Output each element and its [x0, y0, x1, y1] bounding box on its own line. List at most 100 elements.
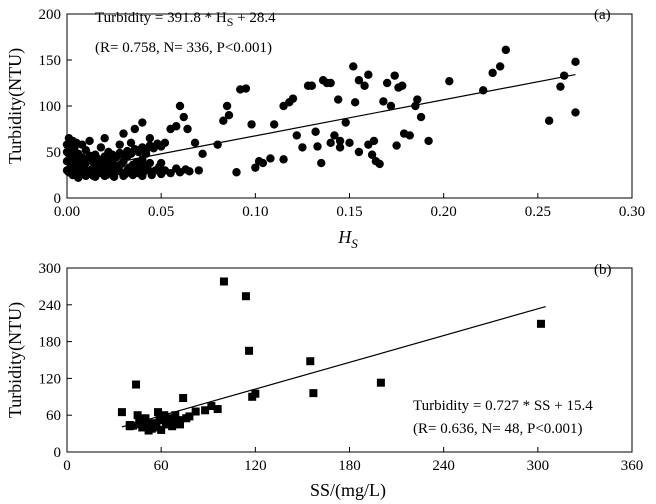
panel-a-fit-line: [66, 73, 576, 173]
panel-a-data-point: [317, 158, 326, 168]
panel-b-data-point: [166, 414, 175, 423]
panel-a-data-point: [160, 138, 170, 147]
panel-b-data-point: [168, 422, 177, 431]
panel-b-xtick-label: 300: [527, 458, 550, 474]
panel-a-xtick-label: 0.30: [619, 204, 645, 220]
panel-a-data-point: [307, 81, 317, 90]
panel-a-ticks: 0.00 0.05 0.10 0.15 0.20 0.25 0.30 0 50 100 150 200: [39, 7, 646, 220]
panel-a-data-point: [398, 81, 407, 90]
panel-a-data-point: [115, 140, 124, 149]
panel-b-data-point: [309, 389, 318, 398]
panel-b-stats: (R= 0.636, N= 48, P<0.001): [413, 421, 583, 437]
panel-b-ytick-label: 0: [54, 445, 62, 461]
panel-b-xtick-label: 0: [63, 458, 71, 474]
panel-a-data-point: [156, 158, 166, 168]
panel-b-data-point: [117, 408, 126, 417]
panel-a-xlabel: HS: [337, 227, 358, 251]
panel-a-data-point: [345, 138, 354, 147]
panel-a-data-point: [360, 81, 369, 90]
panel-a-data-point: [411, 101, 420, 111]
panel-a-data-point: [560, 71, 569, 80]
panel-b-data-point: [161, 420, 170, 429]
panel-a-data-point: [100, 171, 109, 181]
panel-a-data-point: [194, 166, 204, 175]
panel-b-xtick-label: 240: [432, 458, 455, 474]
panel-a-xtick-label: 0.10: [242, 204, 268, 220]
panel-b-data-point: [176, 420, 184, 429]
panel-a-data-point: [224, 111, 234, 120]
panel-a-data-point: [544, 116, 554, 125]
panel-a-data-point: [571, 57, 580, 67]
panel-b-ytick-label: 60: [46, 408, 61, 424]
panel-a-data-point: [241, 84, 251, 93]
panel-a-data-point: [145, 158, 155, 168]
panel-b-data-point: [146, 423, 155, 432]
panel-a-data-point: [138, 118, 147, 127]
panel-a-data-point: [179, 112, 188, 122]
panel-a-ytick-label: 50: [46, 145, 61, 161]
panel-b-data-point: [376, 378, 385, 387]
panel-a-data-point: [138, 171, 147, 181]
panel-b-xtick-label: 180: [338, 458, 361, 474]
panel-a-ytick-label: 100: [39, 99, 62, 115]
panel-a-data-point: [367, 150, 377, 159]
panel-a-ylabel: Turbidity(NTU): [5, 48, 26, 164]
panel-a-ytick-label: 200: [39, 7, 62, 23]
panel-a-data-point: [145, 134, 155, 143]
panel-a-data-point: [100, 134, 109, 143]
panel-a-data-point: [266, 154, 275, 163]
panel-a-data-point: [390, 71, 399, 80]
panel-a-data-point: [501, 45, 511, 55]
panel-b-points: [117, 277, 545, 435]
panel-a-xtick-label: 0.05: [148, 204, 174, 220]
panel-a-data-point: [175, 101, 185, 111]
panel-b-data-point: [158, 412, 167, 421]
panel-b-data-point: [174, 416, 183, 425]
panel-b-data-point: [133, 411, 142, 420]
panel-a-data-point: [81, 171, 91, 181]
panel-b: 0 60 120 180 240 300 360 0 60 120 180 240 300 (b) Tu…: [5, 261, 643, 501]
panel-b-data-point: [171, 411, 180, 420]
panel-a-data-point: [185, 167, 194, 176]
panel-b-equation: Turbidity = 0.727 * SS + 15.4: [413, 398, 593, 414]
panel-b-data-point: [251, 389, 260, 398]
panel-a-data-point: [85, 151, 94, 160]
panel-a-data-point: [198, 149, 207, 159]
panel-a-equation: Turbidity = 391.8 * HS + 28.4: [95, 10, 276, 29]
panel-a-data-point: [166, 168, 175, 178]
panel-b-data-point: [241, 292, 250, 301]
panel-b-data-point: [219, 277, 228, 286]
panel-a: 0.00 0.05 0.10 0.15 0.20 0.25 0.30 0 50 100 150 200…: [5, 7, 645, 251]
panel-a-data-point: [488, 68, 497, 78]
panel-a-ytick-label: 0: [54, 191, 62, 207]
panel-a-data-point: [445, 76, 454, 86]
panel-a-data-point: [190, 138, 200, 147]
panel-b-data-point: [154, 408, 163, 417]
panel-b-ytick-label: 300: [39, 261, 62, 277]
panel-a-data-point: [354, 147, 364, 157]
panel-b-data-point: [141, 419, 150, 428]
panel-b-data-point: [157, 425, 166, 434]
panel-b-data-point: [185, 412, 194, 421]
panel-b-data-point: [536, 319, 545, 328]
panel-a-data-point: [68, 136, 77, 146]
panel-b-data-point: [245, 346, 254, 355]
panel-a-data-point: [213, 140, 222, 149]
panel-a-data-point: [64, 149, 74, 159]
panel-a-data-point: [126, 138, 136, 147]
panel-a-data-point: [119, 129, 128, 138]
panel-b-fit-line: [121, 306, 546, 428]
panel-b-xtick-label: 120: [244, 458, 267, 474]
panel-b-data-point: [138, 423, 147, 432]
panel-a-data-point: [96, 143, 106, 152]
panel-a-data-point: [147, 170, 156, 180]
panel-a-data-point: [109, 172, 119, 182]
panel-b-data-point: [135, 416, 144, 425]
panel-b-data-point: [150, 422, 159, 431]
panel-a-data-point: [379, 97, 388, 106]
panel-b-ticks: 0 60 120 180 240 300 360 0 60 120 180 240 300: [39, 261, 644, 474]
panel-a-data-point: [156, 169, 166, 179]
panel-a-data-point: [313, 142, 322, 151]
panel-a-data-point: [130, 124, 139, 134]
panel-b-data-point: [141, 414, 150, 423]
